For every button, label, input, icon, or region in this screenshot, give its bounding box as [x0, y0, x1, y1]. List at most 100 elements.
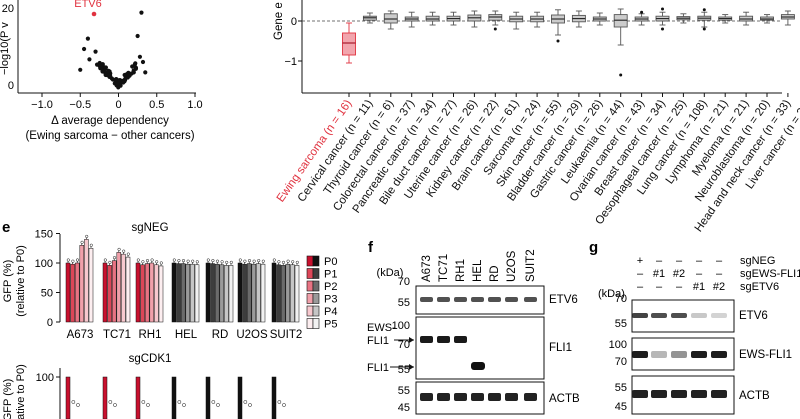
panel-e-xlabels: A673 TC71 RH1 HEL RD U2OS SUIT2 [67, 329, 303, 341]
volcano-point [99, 66, 104, 71]
e-cdk1-dot [177, 400, 182, 404]
box-outlier [702, 8, 706, 12]
g-condition-mark: + [637, 255, 643, 267]
volcano-xtick-label: 0 [115, 99, 121, 111]
e-cdk1-bar [205, 376, 211, 419]
e-dot [257, 259, 261, 263]
e-dot [220, 260, 224, 264]
e-bar [79, 245, 85, 323]
g-condition-mark: – [716, 268, 723, 280]
e-xlabel: RD [212, 329, 229, 341]
e-dot [80, 240, 84, 244]
e-bar [290, 264, 295, 323]
box-iqr [383, 13, 398, 24]
g-marker-55: 55 [615, 318, 627, 330]
panel-e-ylabel-2: (relative to P0) [15, 245, 27, 317]
e-legend-label: P2 [324, 281, 337, 293]
e-bar [140, 264, 145, 323]
e-bar [246, 263, 252, 323]
volcano-point [131, 70, 136, 75]
e-bar [210, 263, 215, 323]
f-lane-label: TC71 [438, 254, 450, 282]
f-band-ews-fli1 [437, 336, 450, 343]
f-label-fli1: FLI1 [549, 342, 572, 354]
volcano-point [94, 62, 100, 67]
panel-e-title-sgcdk1: sgCDK1 [129, 353, 172, 365]
e-dot [71, 259, 75, 263]
g-condition-mark: – [676, 255, 683, 267]
g-condition-mark: #1 [653, 268, 665, 280]
g-condition-mark: – [716, 255, 723, 267]
f-marker-100: 100 [392, 320, 410, 332]
e-cdk1-bar [102, 376, 108, 419]
e-dot [145, 259, 150, 263]
box-outlier [493, 27, 497, 31]
volcano-panel: 20 0 −log10(P v ETV6 −1.0 −0.5 0 0.5 1.0 Δ a… [0, 0, 203, 142]
e-bar [154, 264, 159, 323]
f-lane-label: RH1 [455, 259, 467, 282]
g-condition-mark: #2 [673, 268, 685, 280]
volcano-point [87, 57, 92, 62]
e-cdk1-dot [71, 400, 76, 404]
panel-g-letter: g [589, 239, 598, 256]
e-dot [103, 258, 107, 262]
e-legend-swatch-gray [312, 268, 320, 279]
volcano-ytick-top: 20 [2, 3, 14, 15]
e-bar [74, 262, 80, 323]
panel-f-letter: f [368, 239, 374, 256]
e-dot [66, 258, 70, 262]
panel-f-kda: (kDa) [377, 267, 404, 279]
panel-e-bars [65, 234, 300, 323]
g-band-ews-fli1 [671, 351, 687, 358]
volcano-xticks: −1.0 −0.5 0 0.5 1.0 [31, 93, 203, 111]
e-bar [260, 263, 266, 323]
e-dot [112, 256, 117, 260]
e-bar [224, 265, 229, 323]
box-iqr [613, 14, 628, 28]
e-legend-swatch-red [306, 268, 314, 279]
volcano-point-highlight [91, 11, 97, 17]
g-band-etv6 [651, 313, 667, 318]
e-legend-label: P4 [324, 306, 337, 318]
panel-g-conditions: + – – – – sgNEG– #1 #2– – sgEWS-FLI1– – – #1 #2 sgETV6 [637, 255, 800, 293]
g-band-etv6 [671, 313, 687, 318]
e-cdk1-dot [113, 403, 117, 407]
g-condition-mark: – [676, 281, 683, 293]
volcano-point [116, 85, 121, 90]
g-band-actb [671, 390, 687, 398]
e-xlabel: U2OS [236, 329, 268, 341]
e-legend-swatch-gray [312, 318, 320, 329]
panel-e: e sgNEG GFP (%) (relative to P0) 150 100 5… [2, 219, 337, 419]
f-lane-label: U2OS [506, 250, 518, 282]
e-bar [185, 263, 191, 323]
box-outlier [556, 39, 560, 43]
e-ytick-label: 50 [41, 288, 53, 300]
g-band-actb [691, 390, 707, 398]
e-dot [243, 259, 247, 263]
e-dot [108, 260, 112, 264]
e-dot [177, 259, 181, 263]
e-xlabel: HEL [175, 329, 198, 341]
e-dot [85, 234, 89, 238]
g-marker-45: 45 [615, 401, 627, 413]
e-dot [277, 260, 281, 264]
e-cdk1-dot [248, 403, 252, 407]
f-band-actb [505, 393, 518, 401]
e-bar [102, 262, 108, 323]
e-cdk1-dot [146, 403, 150, 407]
f-label-actb: ACTB [549, 393, 580, 405]
g-marker-55b: 55 [615, 382, 627, 394]
e-dot [195, 260, 199, 264]
e-dot [75, 258, 80, 262]
e-bar [107, 265, 112, 323]
g-condition-mark: – [696, 255, 703, 267]
panel-g-kda: (kDa) [598, 288, 625, 300]
e-dot [238, 258, 242, 262]
e-bar [125, 256, 131, 323]
e-dot [172, 258, 176, 262]
f-label-etv6: ETV6 [549, 294, 578, 306]
e-bar [219, 264, 225, 323]
volcano-point [103, 72, 108, 78]
